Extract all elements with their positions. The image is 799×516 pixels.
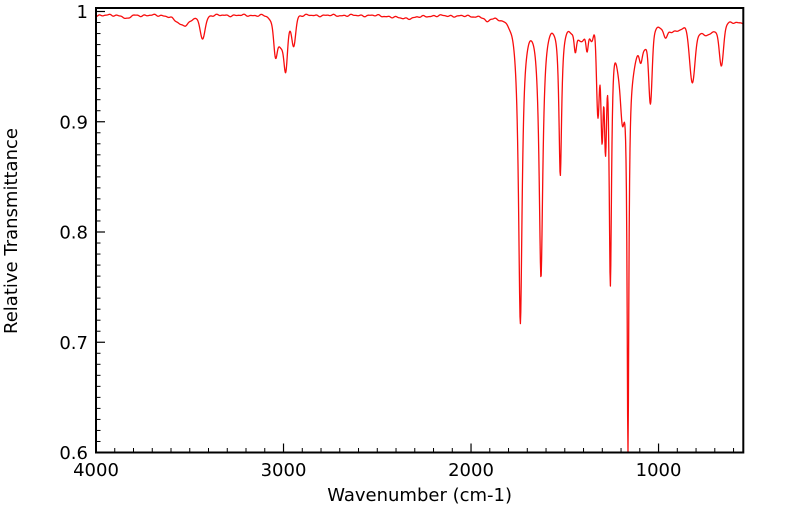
x-tick-labels: 4000 3000 2000 1000: [73, 460, 681, 481]
y-tick-labels: 1 0.9 0.8 0.7 0.6: [59, 2, 88, 464]
x-tick-label: 2000: [448, 460, 494, 481]
spectrum-line: [95, 13, 744, 454]
x-tick-label: 1000: [636, 460, 682, 481]
x-tick-label: 3000: [261, 460, 307, 481]
y-axis-title: Relative Transmittance: [1, 128, 22, 334]
x-tick-label: 4000: [73, 460, 119, 481]
y-tick-label: 0.9: [59, 112, 88, 133]
y-tick-label: 0.7: [59, 333, 88, 354]
y-tick-label: 0.6: [59, 443, 88, 464]
plot-frame: [95, 7, 745, 454]
major-ticks: [95, 10, 660, 454]
x-axis-title: Wavenumber (cm-1): [327, 485, 512, 506]
y-tick-label: 0.8: [59, 223, 88, 244]
y-tick-label: 1: [77, 2, 88, 23]
